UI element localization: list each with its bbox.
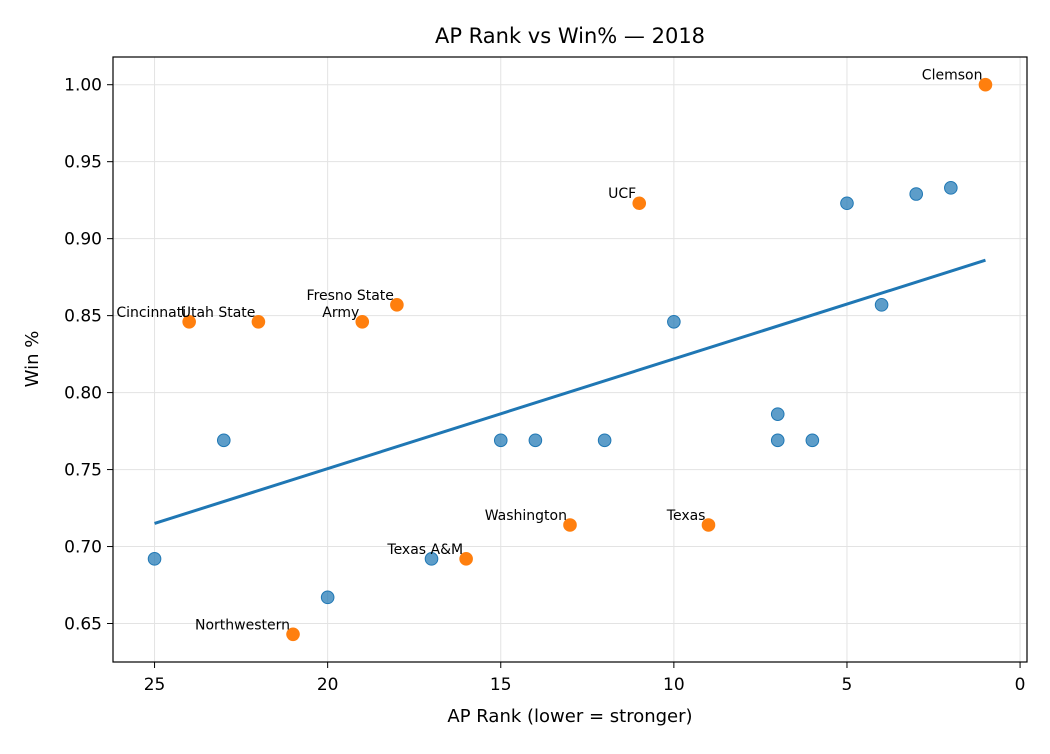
- y-tick-label: 0.85: [64, 307, 102, 327]
- data-point: [320, 590, 335, 605]
- x-tick-label: 15: [490, 675, 512, 695]
- point-label: Army: [322, 305, 359, 321]
- data-point: [667, 314, 681, 329]
- y-tick-label: 0.70: [64, 538, 102, 558]
- x-tick-label: 0: [1015, 675, 1026, 695]
- point-label: Texas A&M: [386, 542, 463, 558]
- trend-line: [154, 258, 986, 525]
- x-tick-label: 25: [144, 675, 166, 695]
- data-point: [528, 433, 543, 448]
- point-label: Washington: [485, 508, 567, 524]
- highlight-point: [632, 196, 647, 211]
- data-point: [874, 298, 889, 312]
- data-point: [805, 433, 820, 448]
- point-label: Fresno State: [307, 288, 394, 304]
- y-tick-label: 0.90: [64, 230, 102, 250]
- data-point: [909, 187, 924, 201]
- plot-frame: [112, 56, 1028, 663]
- y-axis-label: Win %: [22, 331, 43, 388]
- x-axis-label: AP Rank (lower = stronger): [447, 706, 692, 727]
- data-point: [147, 552, 162, 566]
- y-tick-label: 0.80: [64, 384, 102, 404]
- point-label: UCF: [608, 186, 636, 202]
- point-label: Cincinnati: [116, 305, 186, 321]
- highlight-point: [182, 314, 196, 329]
- highlight-point: [563, 518, 577, 532]
- highlight-point: [459, 552, 473, 566]
- y-tick-label: 0.75: [64, 461, 102, 481]
- point-labels: Clemson Texas UCF Washington Texas A&M Fresno…: [116, 68, 982, 634]
- point-label: Texas: [666, 508, 706, 524]
- data-point: [770, 433, 785, 448]
- data-point: [944, 181, 958, 195]
- data-point: [597, 433, 612, 448]
- y-tick-label: 1.00: [64, 76, 102, 96]
- grid-lines: [113, 57, 1027, 662]
- highlight-point: [390, 298, 404, 312]
- highlight-point: [355, 314, 370, 329]
- data-point: [840, 196, 854, 211]
- x-tick-label: 20: [317, 675, 339, 695]
- x-tick-label: 5: [842, 675, 853, 695]
- y-tick-label: 0.65: [64, 615, 102, 635]
- point-label: Northwestern: [195, 617, 290, 633]
- x-tick-label: 10: [663, 675, 685, 695]
- trend-line-group: [154, 258, 986, 525]
- highlight-point: [286, 627, 300, 642]
- y-tick-label: 0.95: [64, 153, 102, 173]
- data-points: [147, 77, 993, 642]
- axis-ticks: 25 20 15 10 5 0 0.65 0.70 0.75 0.80 0.85 0.90 0.95 1.…: [64, 76, 1025, 695]
- data-point: [424, 552, 439, 566]
- highlight-point: [978, 77, 993, 92]
- data-point: [493, 433, 508, 448]
- highlight-point: [701, 518, 716, 532]
- point-label: Utah State: [181, 305, 256, 321]
- data-point: [770, 407, 785, 421]
- point-label: Clemson: [922, 68, 983, 84]
- data-point: [216, 433, 231, 448]
- highlight-point: [251, 314, 266, 329]
- chart-title: AP Rank vs Win% — 2018: [435, 24, 705, 48]
